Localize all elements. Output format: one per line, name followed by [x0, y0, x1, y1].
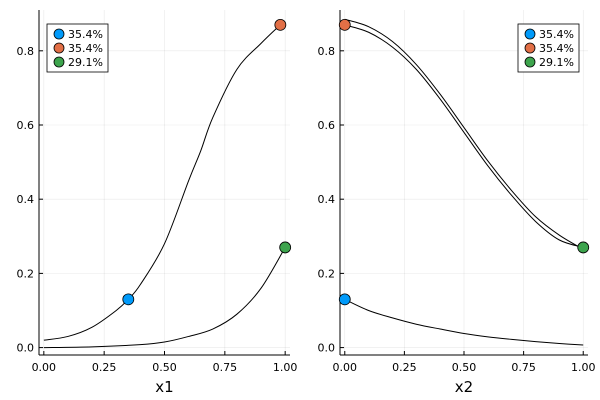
legend: 35.4%35.4%29.1% — [46, 23, 109, 73]
y-tick-label: 0.4 — [318, 193, 336, 206]
legend-marker — [53, 28, 65, 40]
data-point-3 — [577, 241, 590, 254]
y-tick-label: 0.8 — [318, 45, 336, 58]
x-tick-label: 1.00 — [273, 361, 298, 374]
y-tick-label: 0.0 — [17, 342, 35, 355]
subplot-1: 0.00 0.25 0.50 0.75 1.00 0.0 0.2 0.4 0.6 0.8 x1 35.… — [17, 10, 298, 396]
y-tick-label: 0.0 — [318, 342, 336, 355]
x-tick-label: 0.50 — [452, 361, 477, 374]
legend-label: 35.4% — [539, 42, 574, 55]
legend-marker — [53, 56, 65, 68]
legend-marker — [53, 42, 65, 54]
legend-marker — [524, 28, 536, 40]
legend-label: 35.4% — [68, 42, 103, 55]
data-point-2 — [338, 18, 351, 31]
curve-line-1 — [43, 24, 281, 341]
y-tick-label: 0.2 — [17, 267, 35, 280]
legend: 35.4%35.4%29.1% — [517, 23, 580, 73]
x-tick-label: 0.00 — [333, 361, 358, 374]
data-point-2 — [274, 18, 287, 31]
legend-label: 29.1% — [539, 56, 574, 69]
x-tick-label: 0.75 — [213, 361, 238, 374]
x-tick-label: 1.00 — [571, 361, 596, 374]
data-point-1 — [122, 293, 135, 306]
x-tick-label: 0.00 — [32, 361, 57, 374]
x-tick-label: 0.50 — [152, 361, 177, 374]
y-tick-label: 0.4 — [17, 193, 35, 206]
legend-marker — [524, 56, 536, 68]
curve-line-1 — [344, 24, 584, 248]
y-tick-label: 0.6 — [17, 119, 35, 132]
x-tick-label: 0.75 — [511, 361, 536, 374]
legend-marker — [524, 42, 536, 54]
data-point-1 — [338, 293, 351, 306]
legend-label: 35.4% — [539, 28, 574, 41]
legend-label: 35.4% — [68, 28, 103, 41]
y-tick-label: 0.2 — [318, 267, 336, 280]
curve-line-2 — [344, 18, 584, 250]
subplot-2: 0.00 0.25 0.50 0.75 1.00 0.0 0.2 0.4 0.6 0.8 x2 35.… — [318, 10, 596, 396]
curve-line-3 — [344, 298, 584, 346]
x-axis-title: x2 — [455, 378, 473, 396]
data-point-3 — [279, 241, 292, 254]
curve-line-2 — [43, 247, 286, 349]
x-axis-title: x1 — [155, 378, 173, 396]
x-tick-label: 0.25 — [92, 361, 117, 374]
legend-label: 29.1% — [68, 56, 103, 69]
y-tick-label: 0.6 — [318, 119, 336, 132]
x-tick-label: 0.25 — [392, 361, 417, 374]
y-tick-label: 0.8 — [17, 45, 35, 58]
